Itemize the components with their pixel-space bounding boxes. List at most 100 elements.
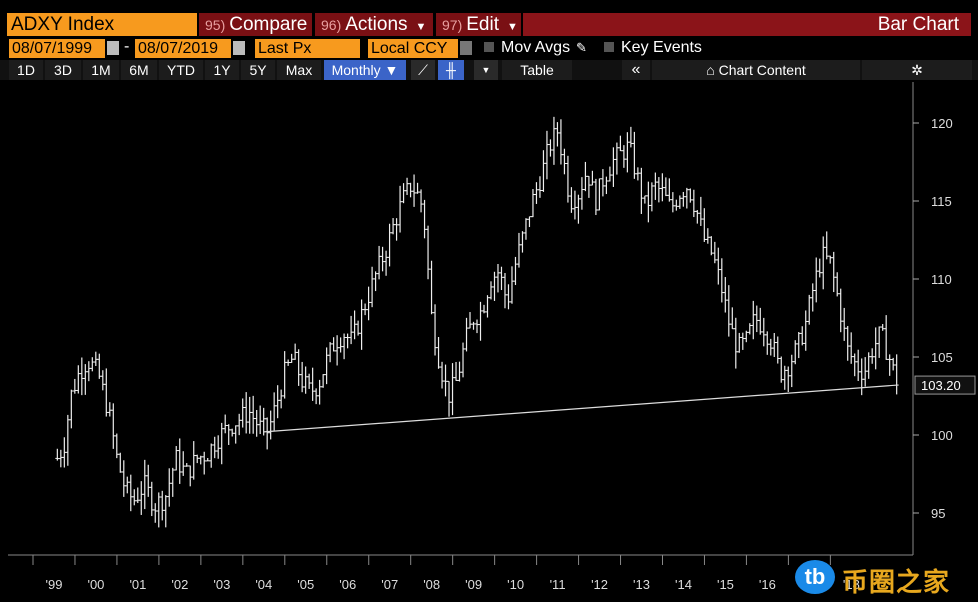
ohlc-bar xyxy=(76,365,81,394)
line-chart-icon[interactable]: ⟋ xyxy=(411,60,435,80)
ohlc-bar xyxy=(842,307,847,341)
range-1m[interactable]: 1M xyxy=(83,60,119,80)
table-button[interactable]: Table xyxy=(502,60,572,80)
ohlc-bar xyxy=(831,251,836,293)
ohlc-bar xyxy=(398,185,403,233)
ohlc-bar xyxy=(730,307,735,330)
ohlc-bar xyxy=(607,166,612,182)
edit-label: Edit xyxy=(466,14,499,35)
ohlc-bar xyxy=(149,481,154,517)
range-max[interactable]: Max xyxy=(277,60,321,80)
ohlc-bar xyxy=(254,410,259,437)
ohlc-bar xyxy=(391,218,396,235)
currency-dropdown-icon[interactable] xyxy=(460,41,472,55)
ohlc-bar xyxy=(422,199,427,239)
ticker-field[interactable]: ADXY Index xyxy=(7,13,197,36)
range-1d[interactable]: 1D xyxy=(9,60,43,80)
ohlc-bar xyxy=(635,167,640,181)
key-events-checkbox[interactable] xyxy=(604,42,614,52)
ohlc-bar xyxy=(614,142,619,175)
ohlc-bar xyxy=(628,126,633,148)
ohlc-bar xyxy=(541,150,546,192)
ohlc-bar xyxy=(597,178,602,211)
field-selector[interactable]: Last Px xyxy=(255,39,360,58)
ohlc-bar xyxy=(642,195,647,204)
ohlc-bar xyxy=(856,349,861,382)
range-1y[interactable]: 1Y xyxy=(205,60,239,80)
ohlc-bar xyxy=(852,353,857,377)
ohlc-bar xyxy=(782,365,787,390)
ohlc-bar xyxy=(828,255,833,264)
ohlc-bar xyxy=(884,315,889,360)
ohlc-bar xyxy=(639,167,644,214)
ohlc-bar xyxy=(429,260,434,315)
ohlc-bar xyxy=(509,266,514,304)
ohlc-bar xyxy=(499,266,504,291)
ohlc-bar xyxy=(167,468,172,507)
interval-selector[interactable]: Monthly ▼ xyxy=(324,60,406,80)
ohlc-bar xyxy=(849,332,854,364)
start-date-field[interactable]: 08/07/1999 xyxy=(9,39,105,58)
ohlc-bar xyxy=(69,389,74,429)
compare-label: Compare xyxy=(229,14,308,35)
end-calendar-icon[interactable] xyxy=(233,41,245,55)
ohlc-bar xyxy=(537,176,542,198)
ohlc-bar xyxy=(156,492,161,528)
ohlc-bar xyxy=(534,182,539,204)
ohlc-bar xyxy=(377,245,382,280)
edit-menu[interactable]: 97) Edit ▼ xyxy=(436,13,521,36)
y-tick-label: 115 xyxy=(931,194,952,209)
pencil-icon[interactable]: ✎ xyxy=(576,40,587,55)
ohlc-bar xyxy=(873,327,878,370)
actions-menu[interactable]: 96) Actions ▼ xyxy=(315,13,433,36)
ohlc-bar xyxy=(412,174,417,207)
ohlc-bar xyxy=(107,402,112,417)
x-tick-label: '04 xyxy=(255,577,272,592)
currency-selector[interactable]: Local CCY xyxy=(368,39,458,58)
x-tick-label: '13 xyxy=(633,577,650,592)
chart-area: 95 100 105 110 115 120 '99 '00 '01 '02 '03 '04 '05 '0… xyxy=(0,82,978,597)
ohlc-bar xyxy=(859,358,864,396)
ohlc-bar xyxy=(800,326,805,346)
ohlc-bar xyxy=(366,286,371,321)
ohlc-bar xyxy=(373,271,378,292)
ohlc-bar xyxy=(765,331,770,355)
end-date-field[interactable]: 08/07/2019 xyxy=(135,39,231,58)
x-tick-label: '10 xyxy=(507,577,524,592)
x-tick-label: '00 xyxy=(87,577,104,592)
x-tick-label: '11 xyxy=(550,577,566,592)
trendline[interactable] xyxy=(263,384,898,433)
ohlc-bar xyxy=(72,378,77,394)
ohlc-bar xyxy=(621,145,626,168)
x-tick-label: '03 xyxy=(213,577,230,592)
start-calendar-icon[interactable] xyxy=(107,41,119,55)
ohlc-bar xyxy=(803,310,808,351)
ohlc-bar xyxy=(440,361,445,389)
ohlc-bar xyxy=(83,364,88,395)
mov-avgs-checkbox[interactable] xyxy=(484,42,494,52)
ohlc-bar xyxy=(618,135,623,152)
range-6m[interactable]: 6M xyxy=(121,60,157,80)
range-3d[interactable]: 3D xyxy=(45,60,81,80)
collapse-icon[interactable]: « xyxy=(622,60,650,80)
chart-content-button[interactable]: ⌂ Chart Content xyxy=(652,60,860,80)
compare-menu[interactable]: 95) Compare xyxy=(199,13,312,36)
ohlc-bar xyxy=(695,210,700,224)
ohlc-bar xyxy=(405,177,410,195)
chart-type-dropdown-icon[interactable]: ▼ xyxy=(474,60,498,80)
ohlc-bar xyxy=(349,315,354,345)
ohlc-bar xyxy=(740,332,745,350)
ohlc-bar xyxy=(289,353,294,363)
range-5y[interactable]: 5Y xyxy=(241,60,275,80)
ohlc-bar xyxy=(754,305,759,333)
ohlc-bar xyxy=(663,177,668,197)
range-ytd[interactable]: YTD xyxy=(159,60,203,80)
mov-avgs-label: Mov Avgs xyxy=(501,39,571,56)
bar-chart-icon[interactable]: ╫ xyxy=(438,60,464,80)
settings-button[interactable]: ✲ xyxy=(862,60,972,80)
x-tick-label: '12 xyxy=(591,577,608,592)
x-tick-label: '15 xyxy=(717,577,734,592)
ohlc-bar xyxy=(79,357,84,396)
ohlc-bar xyxy=(768,338,773,356)
ohlc-bar xyxy=(495,263,500,293)
